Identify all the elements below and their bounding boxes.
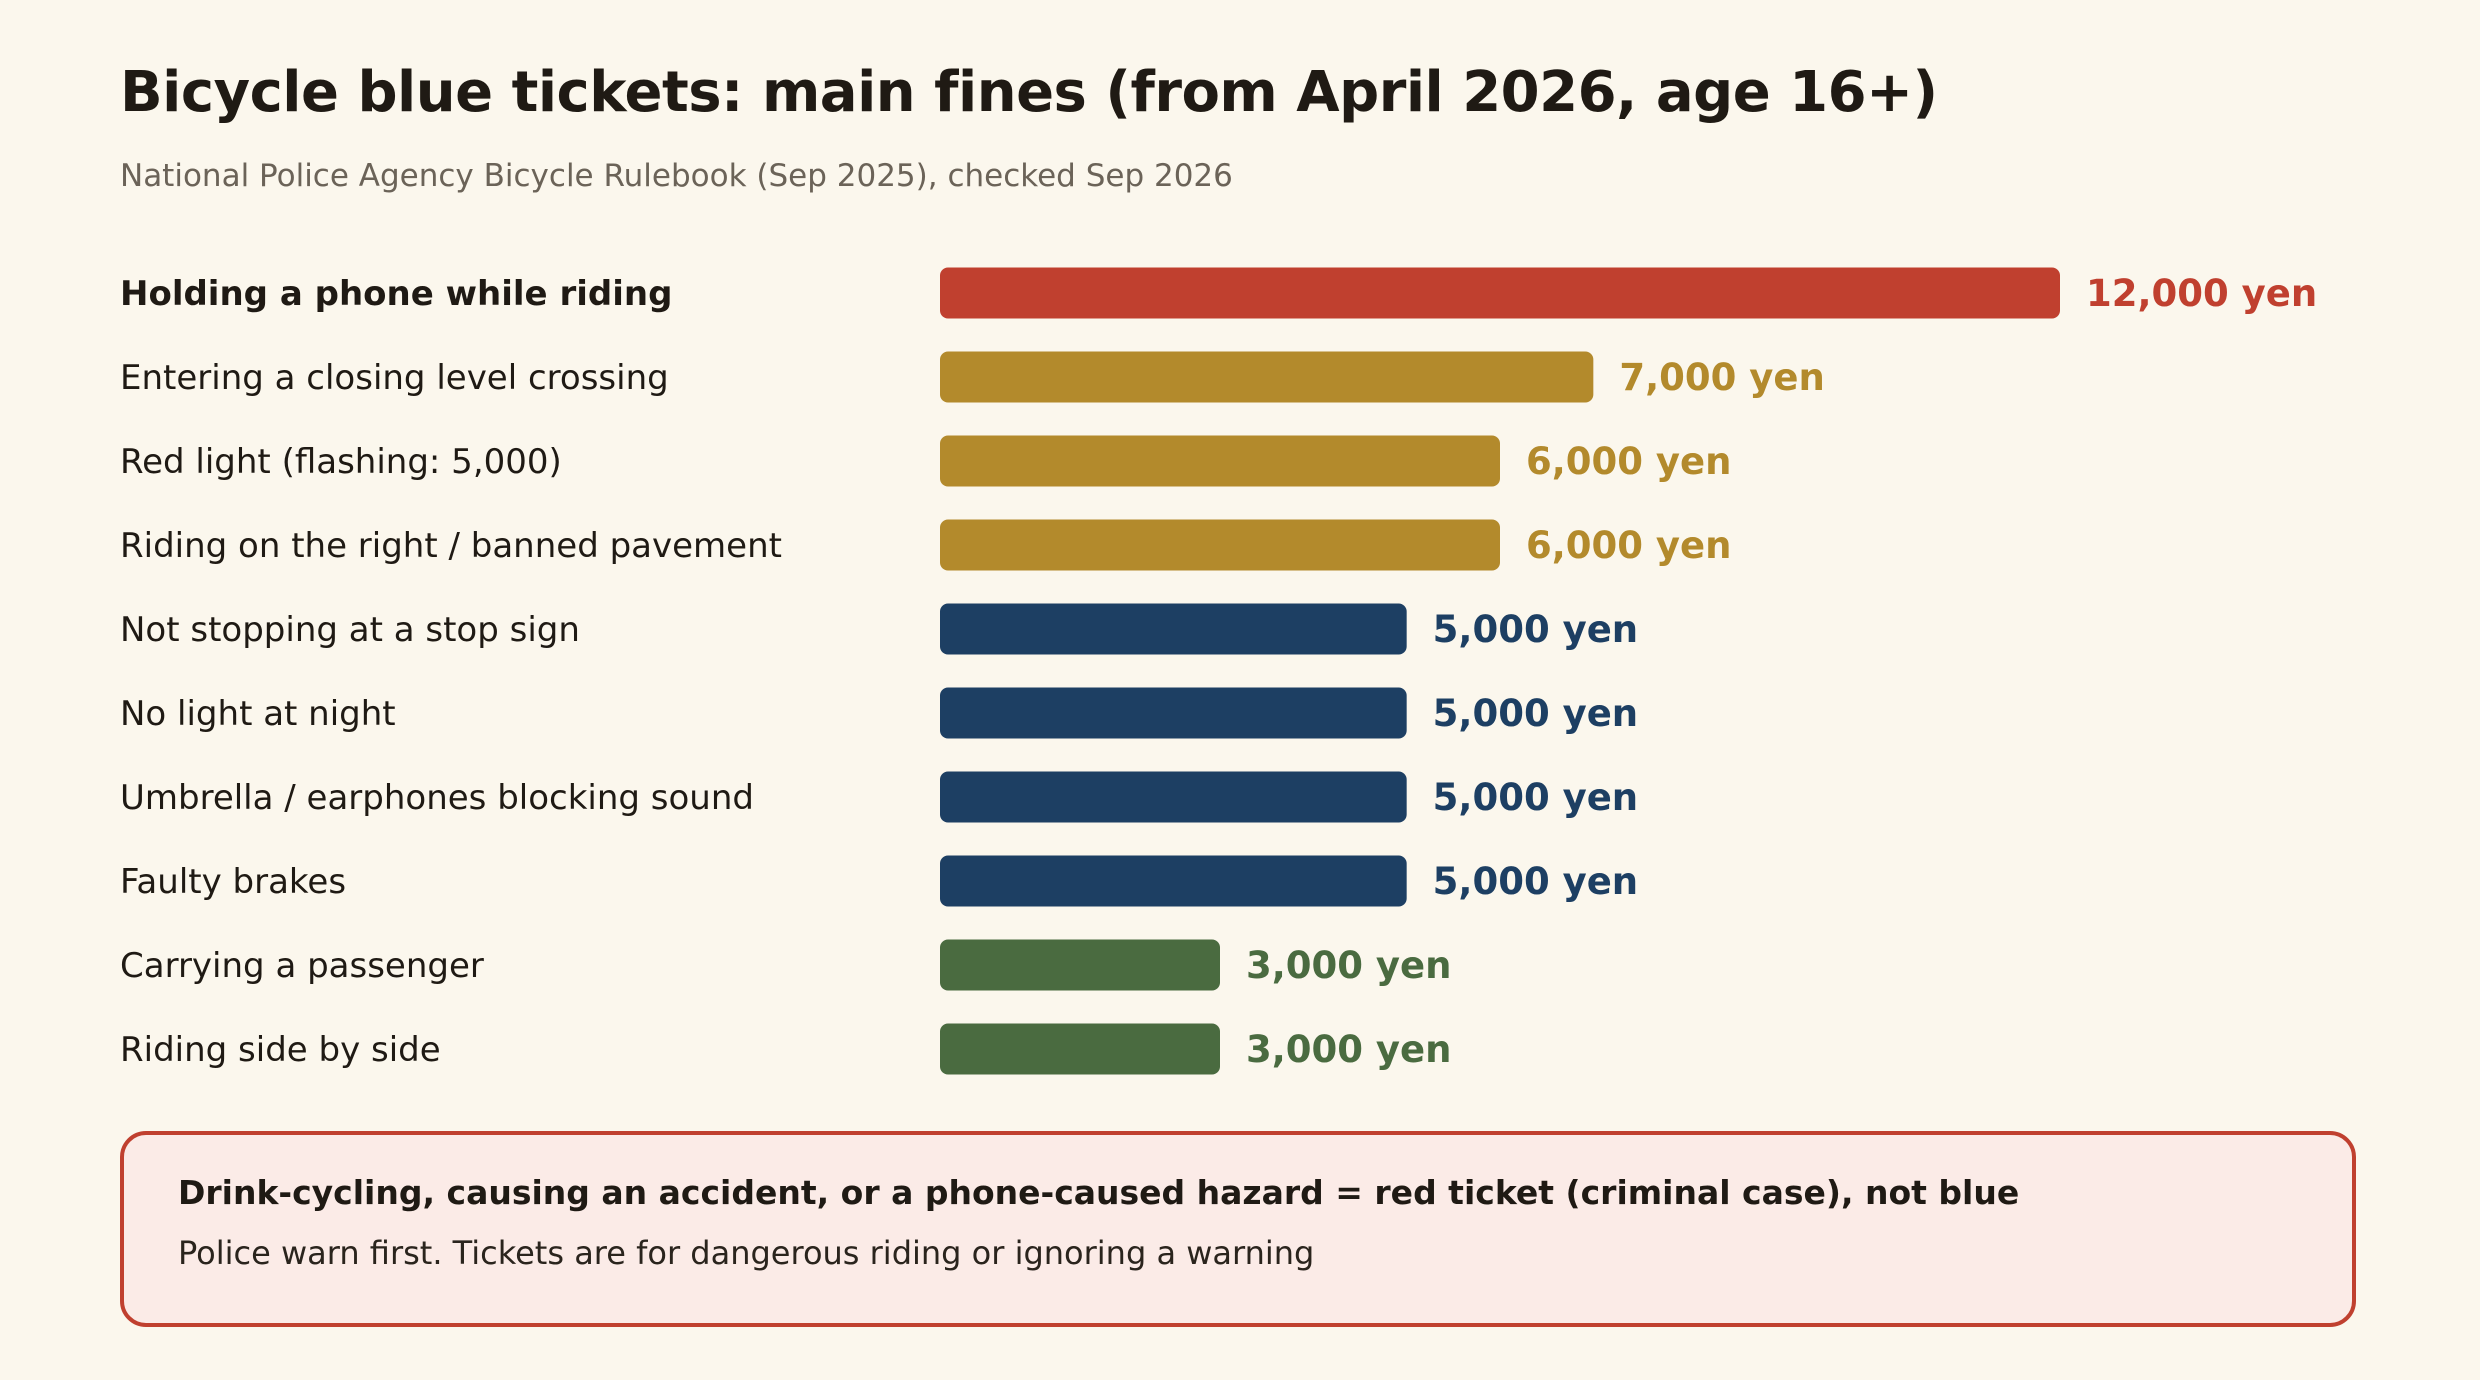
value-label: 6,000 yen: [1526, 524, 1731, 567]
category-label: Faulty brakes: [120, 862, 346, 902]
value-label: 12,000 yen: [2086, 272, 2317, 315]
fine-bar: [940, 519, 1500, 571]
category-label: Red light (flashing: 5,000): [120, 442, 562, 482]
fine-bar: [940, 1023, 1220, 1075]
fine-bar: [940, 267, 2060, 319]
value-label: 3,000 yen: [1246, 944, 1451, 987]
fine-bar: [940, 603, 1407, 655]
value-label: 7,000 yen: [1619, 356, 1824, 399]
value-label: 5,000 yen: [1433, 860, 1638, 903]
category-label: Holding a phone while riding: [120, 274, 672, 314]
fine-bar: [940, 351, 1594, 403]
fine-bar: [940, 939, 1220, 991]
red-ticket-note: Drink-cycling, causing an accident, or a…: [120, 1131, 2356, 1327]
category-label: Riding on the right / banned pavement: [120, 526, 782, 566]
note-heading: Drink-cycling, causing an accident, or a…: [178, 1173, 2020, 1212]
value-label: 3,000 yen: [1246, 1028, 1451, 1071]
note-body: Police warn first. Tickets are for dange…: [178, 1234, 1315, 1272]
fine-bar: [940, 855, 1407, 907]
category-label: No light at night: [120, 694, 396, 734]
fine-bar: [940, 771, 1407, 823]
category-label: Riding side by side: [120, 1030, 441, 1070]
category-label: Umbrella / earphones blocking sound: [120, 778, 754, 818]
category-label: Carrying a passenger: [120, 946, 484, 986]
value-label: 5,000 yen: [1433, 608, 1638, 651]
fine-bar: [940, 687, 1407, 739]
category-label: Not stopping at a stop sign: [120, 610, 580, 650]
chart-title: Bicycle blue tickets: main fines (from A…: [120, 60, 1938, 125]
category-label: Entering a closing level crossing: [120, 358, 669, 398]
fines-bar-chart: Holding a phone while riding 12,000 yen En…: [120, 267, 2317, 1075]
value-label: 5,000 yen: [1433, 692, 1638, 735]
value-label: 5,000 yen: [1433, 776, 1638, 819]
chart-subtitle: National Police Agency Bicycle Rulebook …: [120, 158, 1233, 194]
value-label: 6,000 yen: [1526, 440, 1731, 483]
fine-bar: [940, 435, 1500, 487]
